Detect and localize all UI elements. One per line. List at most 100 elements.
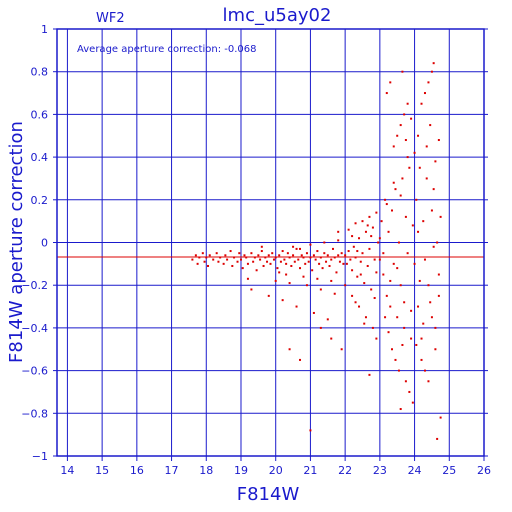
data-point: [368, 373, 371, 376]
x-tick-label: 22: [338, 464, 352, 477]
data-point: [229, 250, 232, 253]
data-point: [323, 252, 326, 255]
data-point: [290, 264, 293, 267]
grid-lines: [57, 29, 484, 456]
data-point: [432, 245, 435, 248]
data-point: [371, 326, 374, 329]
data-point: [378, 237, 381, 240]
data-point: [319, 288, 322, 291]
data-point: [392, 145, 395, 148]
data-point: [420, 337, 423, 340]
data-point: [319, 326, 322, 329]
y-tick-label: −0.2: [21, 279, 48, 292]
data-point: [377, 241, 380, 244]
data-point: [399, 124, 402, 127]
data-point: [389, 81, 392, 84]
data-point: [314, 258, 317, 261]
data-point: [364, 316, 367, 319]
data-point: [427, 284, 430, 287]
data-point: [423, 369, 426, 372]
data-point: [246, 277, 249, 280]
data-point: [283, 258, 286, 261]
data-point: [340, 252, 343, 255]
data-point: [399, 284, 402, 287]
data-point: [333, 256, 336, 259]
data-point: [432, 188, 435, 191]
data-point: [295, 247, 298, 250]
data-point: [311, 269, 314, 272]
data-point: [411, 224, 414, 227]
data-point: [331, 247, 334, 250]
data-point: [399, 408, 402, 411]
data-point: [288, 256, 291, 259]
data-point: [423, 258, 426, 261]
data-point: [359, 273, 362, 276]
data-point: [337, 230, 340, 233]
data-point: [354, 256, 357, 259]
data-point: [250, 288, 253, 291]
data-point: [397, 241, 400, 244]
data-point: [347, 250, 350, 253]
data-point: [345, 262, 348, 265]
data-point: [262, 264, 265, 267]
data-point: [266, 260, 269, 263]
data-point: [226, 258, 229, 261]
data-point: [404, 215, 407, 218]
data-point: [219, 256, 222, 259]
data-point: [370, 288, 373, 291]
data-point: [281, 250, 284, 253]
data-point: [394, 188, 397, 191]
data-point: [399, 194, 402, 197]
data-point: [389, 305, 392, 308]
data-point: [222, 262, 225, 265]
data-point: [260, 250, 263, 253]
data-point: [207, 264, 210, 267]
data-point: [437, 139, 440, 142]
data-point: [408, 166, 411, 169]
average-annotation: Average aperture correction: -0.068: [77, 44, 257, 55]
data-points: [191, 62, 442, 440]
data-point: [326, 318, 329, 321]
data-point: [385, 203, 388, 206]
x-tick-label: 26: [477, 464, 491, 477]
data-point: [406, 102, 409, 105]
data-point: [285, 273, 288, 276]
data-point: [437, 294, 440, 297]
x-tick-label: 15: [95, 464, 109, 477]
data-point: [380, 220, 383, 223]
data-point: [439, 215, 442, 218]
data-point: [349, 258, 352, 261]
x-tick-label: 19: [234, 464, 248, 477]
data-point: [307, 260, 310, 263]
x-axis-ticks: 14 15 16 17 18 19 20 21 22 23 24 25 26: [60, 456, 491, 477]
data-point: [302, 275, 305, 278]
data-point: [363, 322, 366, 325]
data-point: [404, 139, 407, 142]
data-point: [319, 256, 322, 259]
data-point: [279, 260, 282, 263]
data-point: [403, 113, 406, 116]
data-point: [387, 230, 390, 233]
data-point: [278, 254, 281, 257]
data-point: [429, 124, 432, 127]
data-point: [354, 301, 357, 304]
data-point: [318, 262, 321, 265]
data-point: [417, 230, 420, 233]
data-point: [358, 237, 361, 240]
data-point: [366, 224, 369, 227]
data-point: [297, 258, 300, 261]
data-point: [196, 262, 199, 265]
y-tick-label: 0.6: [31, 108, 49, 121]
data-point: [236, 260, 239, 263]
data-point: [239, 258, 242, 261]
data-point: [238, 252, 241, 255]
data-point: [437, 273, 440, 276]
data-point: [392, 181, 395, 184]
data-point: [373, 297, 376, 300]
data-point: [217, 260, 220, 263]
data-point: [375, 337, 378, 340]
data-point: [337, 254, 340, 257]
data-point: [264, 256, 267, 259]
data-point: [250, 252, 253, 255]
data-point: [384, 198, 387, 201]
